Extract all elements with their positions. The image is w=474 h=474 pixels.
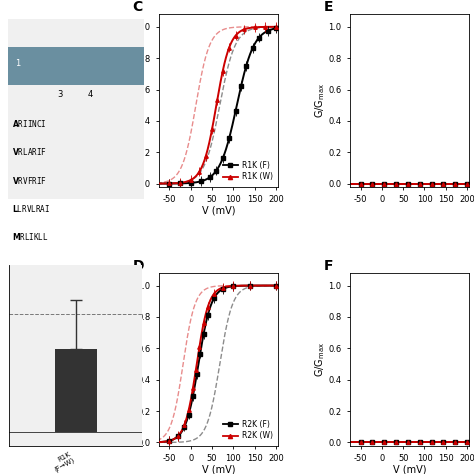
Text: 4: 4 (88, 91, 93, 99)
Text: $\mathbf{L}$LRVLRAI: $\mathbf{L}$LRVLRAI (12, 203, 50, 214)
Text: $\mathbf{V}$RLARIF: $\mathbf{V}$RLARIF (12, 146, 47, 157)
Text: $\mathbf{M}$RLIKLL: $\mathbf{M}$RLIKLL (12, 231, 49, 243)
Text: $\mathbf{V}$RVFRIF: $\mathbf{V}$RVFRIF (12, 174, 47, 186)
Legend: R1K (F), R1K (W): R1K (F), R1K (W) (221, 160, 274, 183)
Legend: R2K (F), R2K (W): R2K (F), R2K (W) (221, 419, 274, 442)
Text: C: C (133, 0, 143, 14)
Y-axis label: G/G$_{\mathrm{max}}$: G/G$_{\mathrm{max}}$ (122, 83, 136, 118)
Text: D: D (133, 259, 144, 273)
Text: 1: 1 (15, 60, 20, 68)
Bar (8, 19, 144, 199)
Bar (55, 348, 97, 432)
Y-axis label: G/G$_{\mathrm{max}}$: G/G$_{\mathrm{max}}$ (313, 342, 327, 377)
Text: F: F (324, 259, 333, 273)
Bar (8, 47, 144, 85)
Y-axis label: C/G$_{\mathrm{max}}$: C/G$_{\mathrm{max}}$ (122, 342, 136, 376)
X-axis label: V (mV): V (mV) (393, 464, 426, 474)
Y-axis label: G/G$_{\mathrm{max}}$: G/G$_{\mathrm{max}}$ (313, 83, 327, 118)
Text: $\mathbf{A}$RIINCI: $\mathbf{A}$RIINCI (12, 118, 47, 129)
X-axis label: V (mV): V (mV) (202, 205, 235, 216)
Text: 3: 3 (58, 91, 63, 99)
X-axis label: V (mV): V (mV) (202, 464, 235, 474)
Text: E: E (324, 0, 333, 14)
